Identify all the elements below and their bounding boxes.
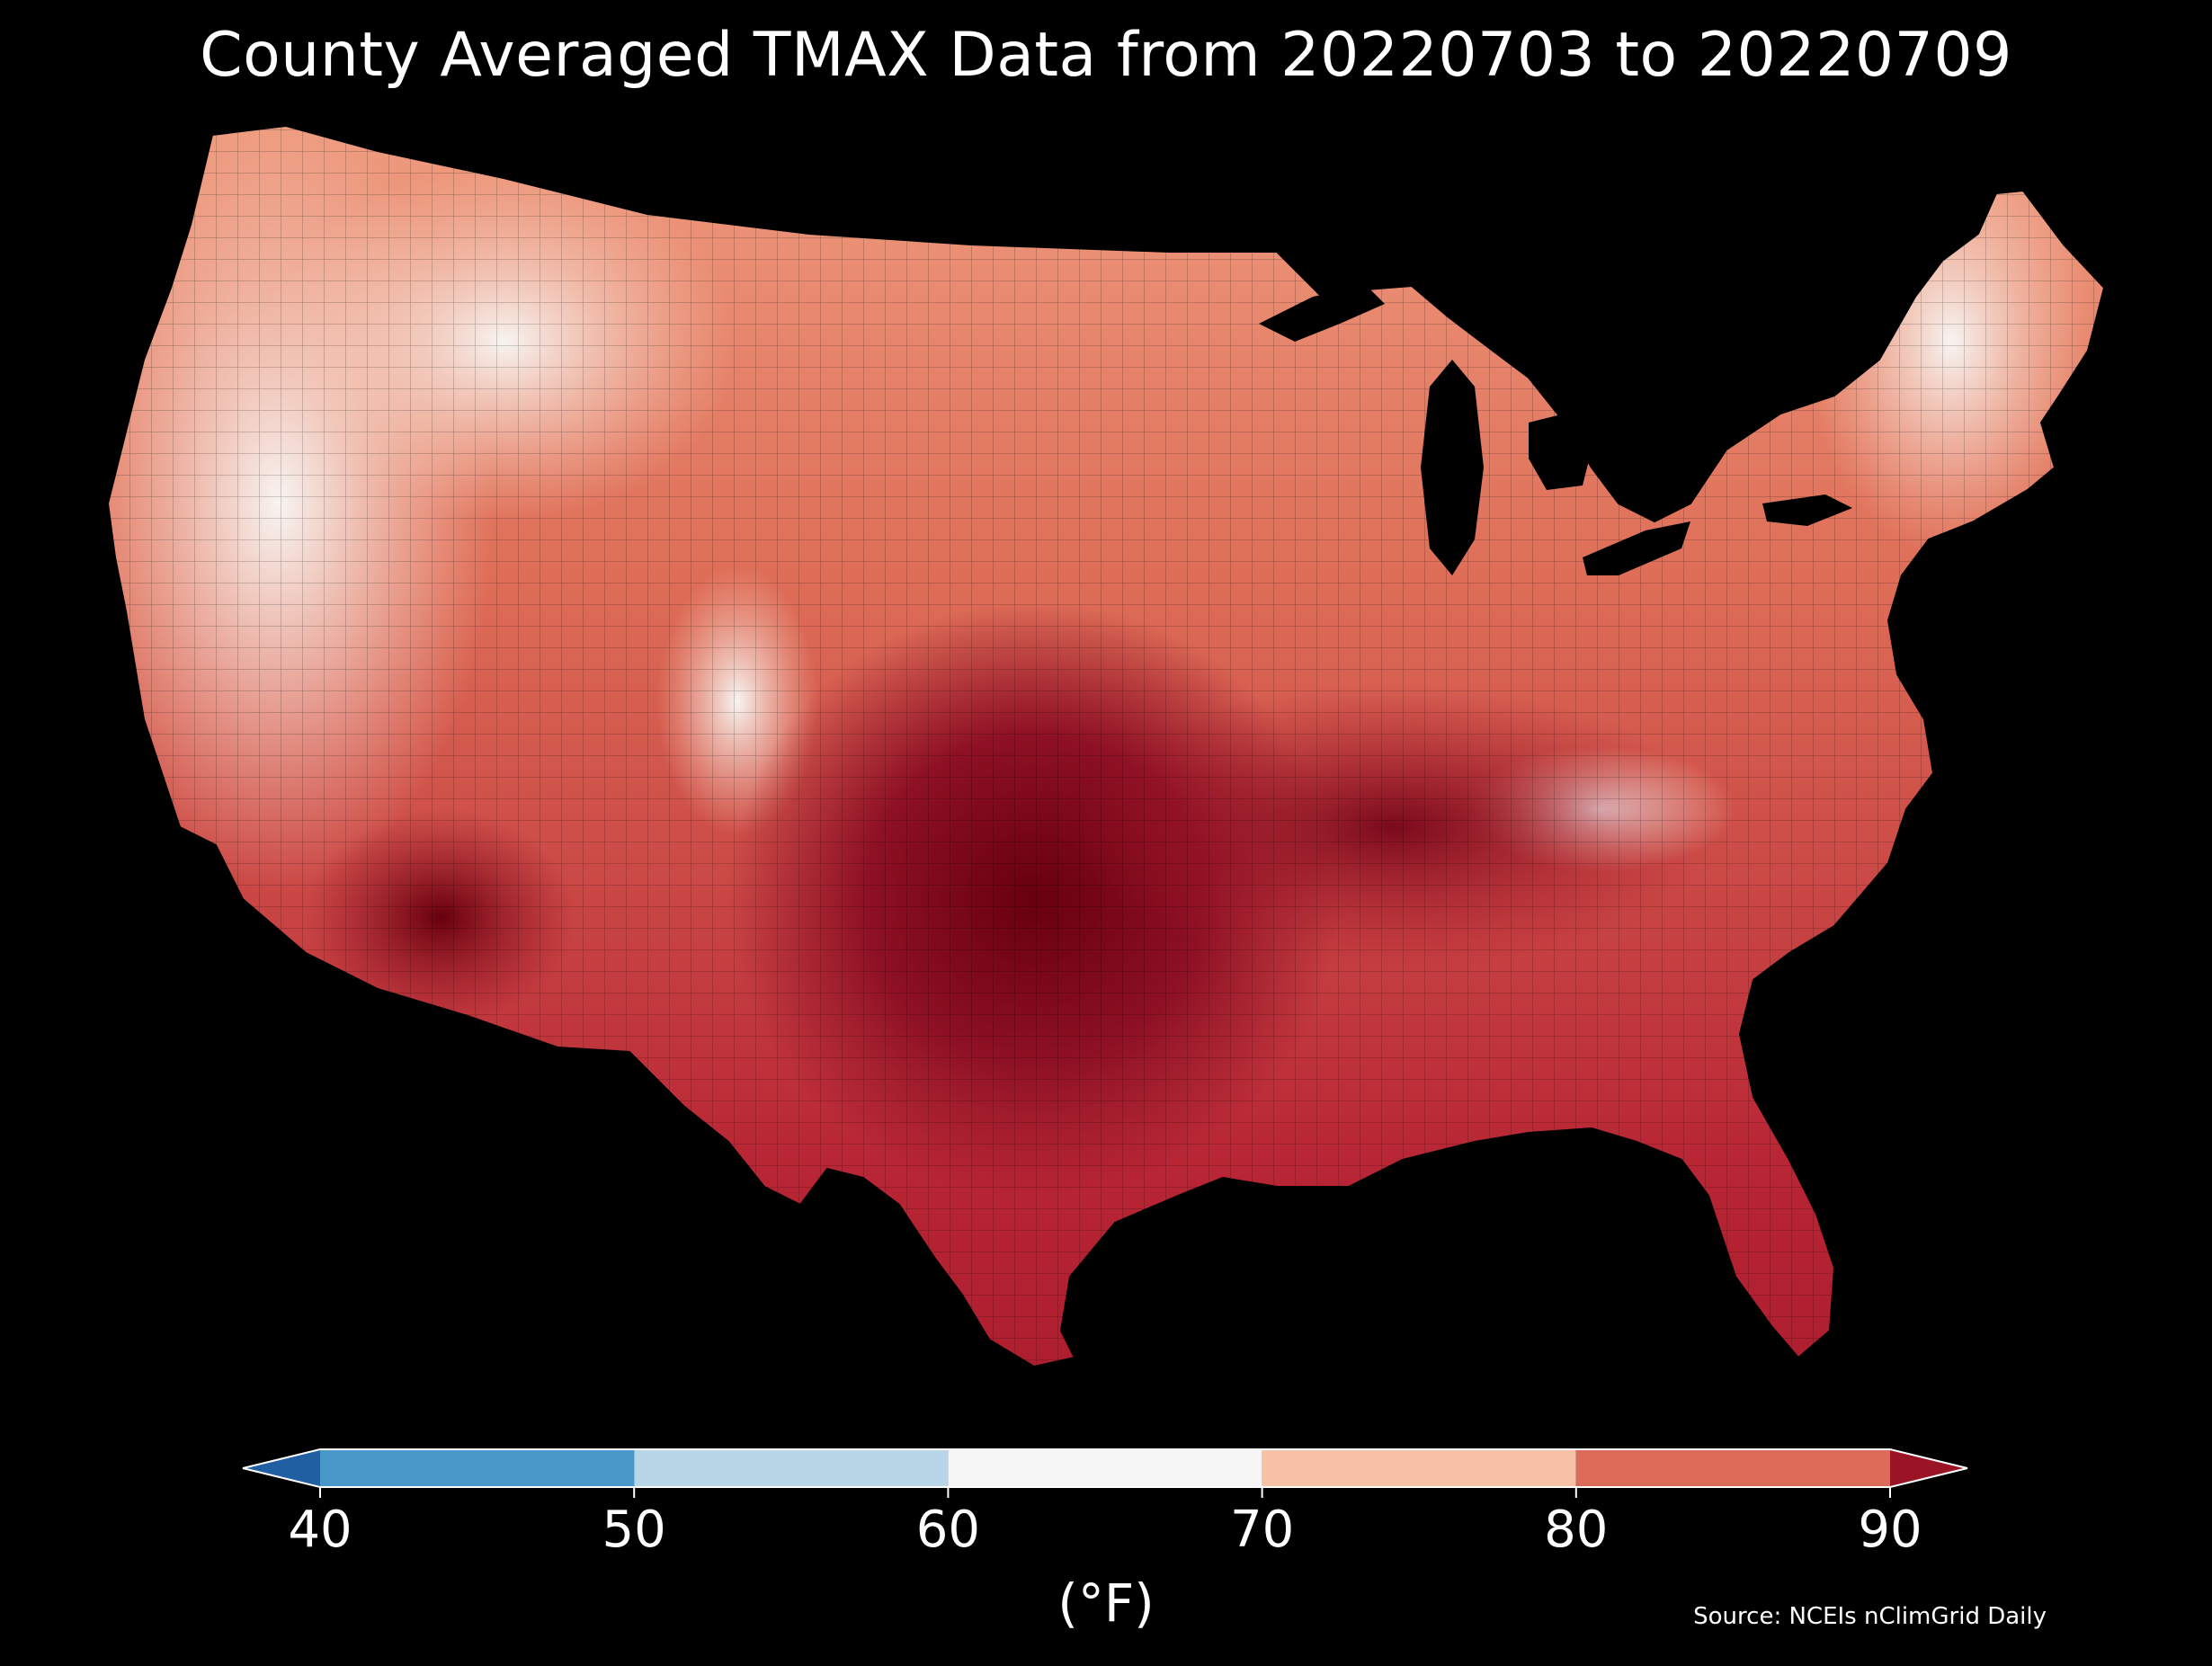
colorbar-tick-label-4: 80 — [1544, 1501, 1609, 1559]
lake-huron — [1529, 414, 1592, 490]
colorbar-unit-label: (°F) — [1057, 1572, 1155, 1634]
lake-michigan — [1421, 360, 1484, 575]
colorbar-under-arrow — [243, 1449, 320, 1487]
colorbar-tick-label-2: 60 — [915, 1501, 981, 1559]
colorbar-bin-2 — [948, 1449, 1262, 1487]
colorbar-bin-0 — [320, 1449, 635, 1487]
source-note: Source: NCEIs nClimGrid Daily — [1693, 1603, 2047, 1630]
colorbar-tick-label-1: 50 — [602, 1501, 666, 1559]
lake-ontario — [1762, 494, 1852, 526]
colorbar-tick-label-5: 90 — [1858, 1501, 1922, 1559]
lake-superior — [1259, 286, 1385, 342]
colorbar — [242, 1448, 1968, 1498]
lake-erie — [1583, 521, 1690, 575]
colorbar-tick-label-3: 70 — [1229, 1501, 1295, 1559]
map-title: County Averaged TMAX Data from 20220703 … — [200, 20, 2012, 91]
great-lakes — [1259, 286, 1852, 575]
colorbar-bin-4 — [1575, 1449, 1890, 1487]
conus-outline — [106, 124, 2106, 1368]
colorbar-over-arrow — [1890, 1449, 1967, 1487]
colorbar-bin-1 — [634, 1449, 949, 1487]
colorbar-tick-label-0: 40 — [288, 1501, 352, 1559]
colorbar-bin-3 — [1262, 1449, 1576, 1487]
